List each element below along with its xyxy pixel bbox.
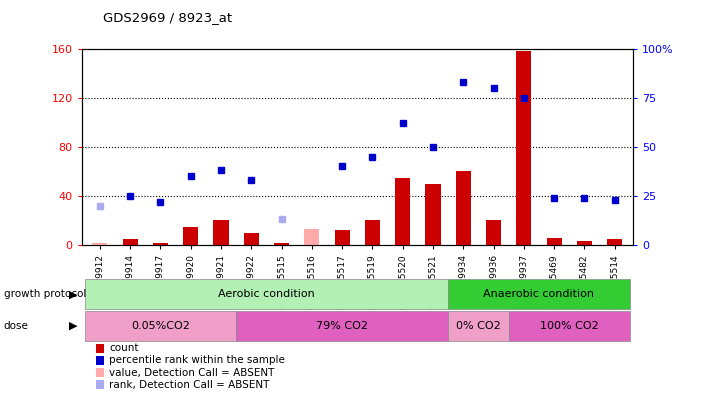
FancyBboxPatch shape xyxy=(448,311,508,341)
Text: dose: dose xyxy=(4,321,28,331)
Bar xyxy=(183,227,198,245)
Bar xyxy=(516,51,531,245)
Text: 0% CO2: 0% CO2 xyxy=(456,321,501,331)
Bar xyxy=(365,220,380,245)
Bar xyxy=(577,241,592,245)
Text: growth protocol: growth protocol xyxy=(4,289,86,299)
Bar xyxy=(304,233,319,245)
Bar xyxy=(395,177,410,245)
Bar xyxy=(335,230,350,245)
Text: Anaerobic condition: Anaerobic condition xyxy=(483,289,594,299)
Bar xyxy=(213,220,229,245)
Bar xyxy=(425,183,441,245)
Bar xyxy=(92,243,107,245)
Bar xyxy=(547,238,562,245)
Bar xyxy=(304,229,319,245)
FancyBboxPatch shape xyxy=(85,311,236,341)
Text: count: count xyxy=(109,343,139,353)
Bar xyxy=(607,239,622,245)
Text: value, Detection Call = ABSENT: value, Detection Call = ABSENT xyxy=(109,368,275,377)
Text: percentile rank within the sample: percentile rank within the sample xyxy=(109,356,285,365)
Bar xyxy=(153,243,168,245)
Bar xyxy=(122,239,138,245)
Bar xyxy=(456,171,471,245)
FancyBboxPatch shape xyxy=(85,279,448,309)
Text: ▶: ▶ xyxy=(69,289,77,299)
Text: 100% CO2: 100% CO2 xyxy=(540,321,599,331)
FancyBboxPatch shape xyxy=(236,311,448,341)
Text: Aerobic condition: Aerobic condition xyxy=(218,289,315,299)
FancyBboxPatch shape xyxy=(508,311,630,341)
Text: ▶: ▶ xyxy=(69,321,77,331)
Text: 0.05%CO2: 0.05%CO2 xyxy=(131,321,190,331)
FancyBboxPatch shape xyxy=(448,279,630,309)
Text: rank, Detection Call = ABSENT: rank, Detection Call = ABSENT xyxy=(109,380,270,390)
Text: 79% CO2: 79% CO2 xyxy=(316,321,368,331)
Text: GDS2969 / 8923_at: GDS2969 / 8923_at xyxy=(103,11,232,24)
Bar xyxy=(274,243,289,245)
Bar xyxy=(244,233,259,245)
Bar xyxy=(92,243,107,245)
Bar xyxy=(486,220,501,245)
